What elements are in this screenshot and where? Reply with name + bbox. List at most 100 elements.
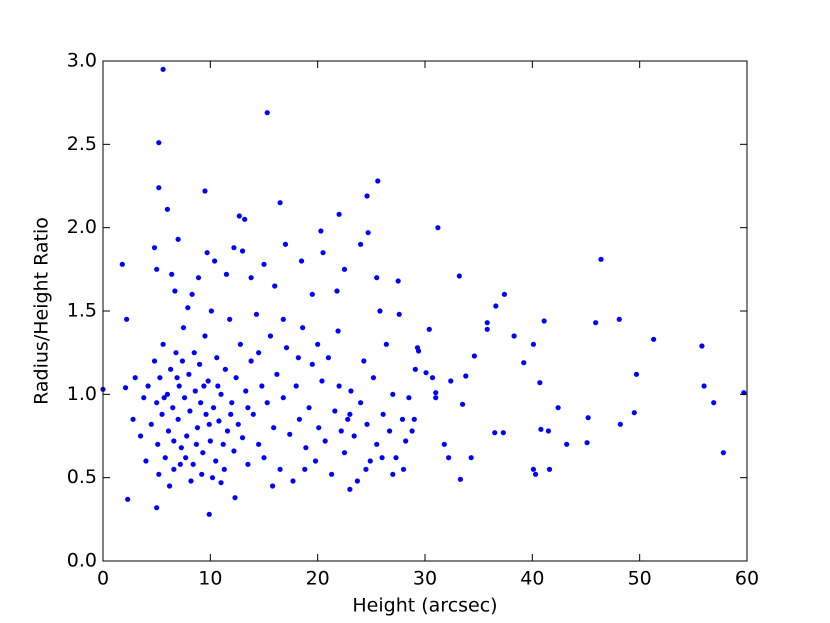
data-point — [177, 461, 183, 467]
data-point — [154, 266, 160, 272]
data-point — [224, 428, 231, 434]
data-point — [295, 355, 301, 361]
data-point — [168, 366, 174, 372]
data-point — [593, 320, 599, 326]
x-tick-label: 10 — [198, 568, 222, 590]
data-point — [396, 311, 402, 317]
data-point — [178, 445, 184, 451]
data-point — [280, 316, 286, 322]
data-point — [245, 405, 251, 411]
data-point — [530, 341, 537, 347]
data-point — [435, 225, 441, 231]
data-point — [341, 266, 348, 272]
data-point — [471, 353, 477, 359]
data-point — [151, 245, 158, 251]
data-point — [208, 308, 215, 314]
data-point — [174, 375, 180, 381]
data-point — [298, 258, 305, 264]
data-point — [156, 471, 162, 477]
data-point — [403, 438, 409, 444]
data-point — [379, 455, 385, 461]
data-point — [390, 391, 396, 397]
data-point — [261, 455, 267, 461]
data-point — [143, 458, 149, 464]
data-point — [329, 471, 335, 477]
data-point — [303, 445, 309, 451]
data-point — [145, 383, 151, 389]
data-point — [189, 291, 195, 297]
data-point — [584, 440, 590, 446]
data-point — [541, 318, 547, 324]
data-point — [175, 416, 181, 422]
data-point — [227, 316, 233, 322]
data-point — [409, 428, 415, 434]
data-point — [456, 273, 462, 279]
data-point — [229, 400, 235, 406]
data-point — [336, 383, 342, 389]
data-point — [530, 466, 537, 472]
data-point — [500, 430, 506, 436]
data-point — [617, 421, 623, 427]
data-point — [336, 211, 342, 217]
plot-frame — [102, 60, 748, 562]
data-point — [156, 140, 162, 146]
data-point — [191, 350, 197, 356]
data-point — [198, 400, 204, 406]
data-point — [141, 395, 147, 401]
data-point — [300, 325, 306, 331]
data-point — [233, 375, 239, 381]
data-point — [334, 288, 340, 294]
data-point — [259, 383, 265, 389]
data-point — [316, 425, 322, 431]
data-point — [160, 66, 166, 72]
data-point — [164, 206, 170, 212]
data-point — [248, 275, 254, 281]
data-point — [205, 378, 211, 384]
data-point — [457, 476, 464, 482]
y-tick-label: 0.0 — [67, 550, 97, 572]
data-point — [374, 275, 380, 281]
data-point — [119, 261, 125, 267]
data-point — [184, 433, 190, 439]
data-point — [325, 355, 331, 361]
data-point — [250, 411, 256, 417]
data-point — [207, 438, 213, 444]
x-tick-label: 30 — [413, 568, 437, 590]
data-point — [201, 383, 207, 389]
data-point — [137, 433, 144, 439]
data-point — [521, 360, 527, 366]
data-point — [468, 455, 474, 461]
data-point — [293, 383, 299, 389]
data-point — [236, 213, 242, 219]
data-point — [511, 333, 517, 339]
data-point — [484, 326, 490, 332]
data-point — [282, 241, 289, 247]
data-point — [122, 385, 129, 391]
data-point — [383, 341, 389, 347]
data-point — [245, 461, 251, 467]
data-point — [400, 466, 407, 472]
data-point — [243, 388, 249, 394]
data-point — [351, 433, 357, 439]
data-point — [377, 308, 383, 314]
data-point — [183, 455, 189, 461]
x-tick-label: 60 — [735, 568, 759, 590]
data-point — [181, 395, 188, 401]
data-point — [386, 428, 393, 434]
data-point — [287, 431, 293, 437]
x-tick-label: 40 — [520, 568, 544, 590]
y-tick-label: 0.5 — [67, 466, 97, 488]
data-point — [532, 471, 539, 477]
data-point — [585, 415, 591, 421]
data-point — [319, 378, 325, 384]
data-point — [411, 416, 417, 422]
y-tick-label: 3.0 — [67, 50, 97, 72]
data-point — [261, 261, 267, 267]
data-point — [162, 455, 168, 461]
data-point — [616, 316, 622, 322]
data-point — [175, 236, 181, 242]
data-point — [204, 250, 210, 256]
data-point — [463, 373, 469, 379]
data-point — [264, 400, 270, 406]
data-point — [399, 416, 406, 422]
